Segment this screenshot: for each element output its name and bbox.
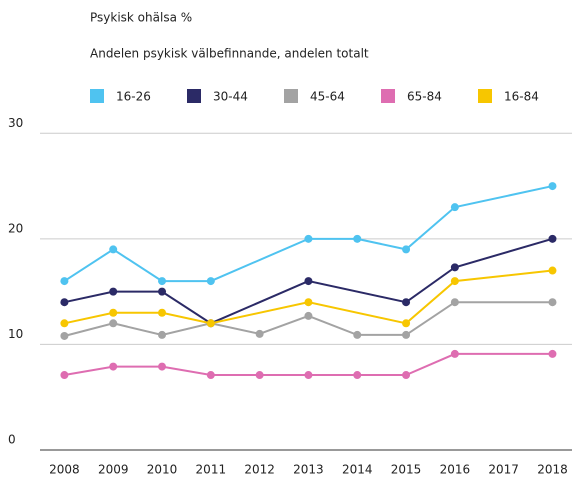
y-tick-label: 0 xyxy=(8,433,16,447)
series-line xyxy=(64,269,553,325)
data-point xyxy=(402,330,411,339)
data-point xyxy=(402,298,411,307)
data-point xyxy=(548,234,557,243)
x-tick-label: 2018 xyxy=(537,463,568,477)
data-point xyxy=(255,329,264,338)
data-point xyxy=(548,298,557,307)
legend-label: 45-64 xyxy=(310,90,345,104)
x-tick-label: 2014 xyxy=(342,463,373,477)
series-line xyxy=(64,237,553,325)
series-line xyxy=(64,301,553,337)
chart-title: Psykisk ohälsa % xyxy=(90,11,192,25)
chart-subtitle: Andelen psykisk välbefinnande, andelen t… xyxy=(90,47,369,61)
data-point xyxy=(548,266,557,275)
series-line xyxy=(64,352,553,377)
data-point xyxy=(206,319,215,328)
data-point xyxy=(109,308,118,317)
legend-label: 16-26 xyxy=(116,90,151,104)
data-point xyxy=(450,263,459,272)
data-point xyxy=(60,298,69,307)
data-point xyxy=(450,349,459,358)
data-point xyxy=(450,298,459,307)
x-tick-label: 2013 xyxy=(293,463,324,477)
x-tick-label: 2017 xyxy=(488,463,519,477)
data-point xyxy=(402,371,411,380)
legend-label: 30-44 xyxy=(213,90,248,104)
data-point xyxy=(402,319,411,328)
data-point xyxy=(109,287,118,296)
data-point xyxy=(158,277,167,286)
data-point xyxy=(158,287,167,296)
legend-swatch xyxy=(90,89,104,103)
data-point xyxy=(548,349,557,358)
legend-label: 16-84 xyxy=(504,90,539,104)
data-point xyxy=(304,277,313,286)
legend-swatch xyxy=(187,89,201,103)
y-tick-label: 30 xyxy=(8,116,23,130)
data-point xyxy=(60,277,69,286)
y-tick-label: 10 xyxy=(8,327,23,341)
data-point xyxy=(450,277,459,286)
data-point xyxy=(450,203,459,212)
data-point xyxy=(60,371,69,380)
y-tick-label: 20 xyxy=(8,221,23,235)
data-point xyxy=(60,319,69,328)
x-tick-label: 2009 xyxy=(98,463,129,477)
data-point xyxy=(109,362,118,371)
x-tick-label: 2008 xyxy=(49,463,80,477)
data-point xyxy=(304,371,313,380)
data-point xyxy=(109,245,118,254)
legend-swatch xyxy=(284,89,298,103)
data-point xyxy=(353,371,362,380)
data-point xyxy=(158,330,167,339)
data-point xyxy=(402,245,411,254)
series-line xyxy=(63,185,553,283)
data-point xyxy=(206,277,215,286)
data-point xyxy=(158,362,167,371)
data-point xyxy=(60,331,69,340)
data-point xyxy=(158,308,167,317)
x-tick-label: 2015 xyxy=(391,463,422,477)
x-tick-label: 2016 xyxy=(440,463,471,477)
legend-swatch xyxy=(381,89,395,103)
data-point xyxy=(304,234,313,243)
x-tick-label: 2010 xyxy=(147,463,178,477)
data-point xyxy=(353,330,362,339)
data-point xyxy=(304,311,313,320)
data-point xyxy=(206,371,215,380)
data-point xyxy=(255,371,264,380)
data-point xyxy=(109,319,118,328)
legend-label: 65-84 xyxy=(407,90,442,104)
x-tick-label: 2011 xyxy=(196,463,227,477)
data-point xyxy=(548,182,557,191)
data-point xyxy=(304,298,313,307)
x-tick-label: 2012 xyxy=(244,463,275,477)
data-point xyxy=(353,234,362,243)
legend-swatch xyxy=(478,89,492,103)
